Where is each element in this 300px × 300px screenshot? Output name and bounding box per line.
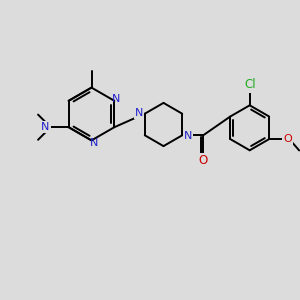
Text: N: N xyxy=(89,137,98,148)
Text: N: N xyxy=(184,131,192,141)
Text: O: O xyxy=(199,154,208,167)
Text: N: N xyxy=(112,94,121,104)
Text: N: N xyxy=(135,108,143,118)
Text: Cl: Cl xyxy=(245,78,256,92)
Text: O: O xyxy=(284,134,292,144)
Text: N: N xyxy=(41,122,50,132)
